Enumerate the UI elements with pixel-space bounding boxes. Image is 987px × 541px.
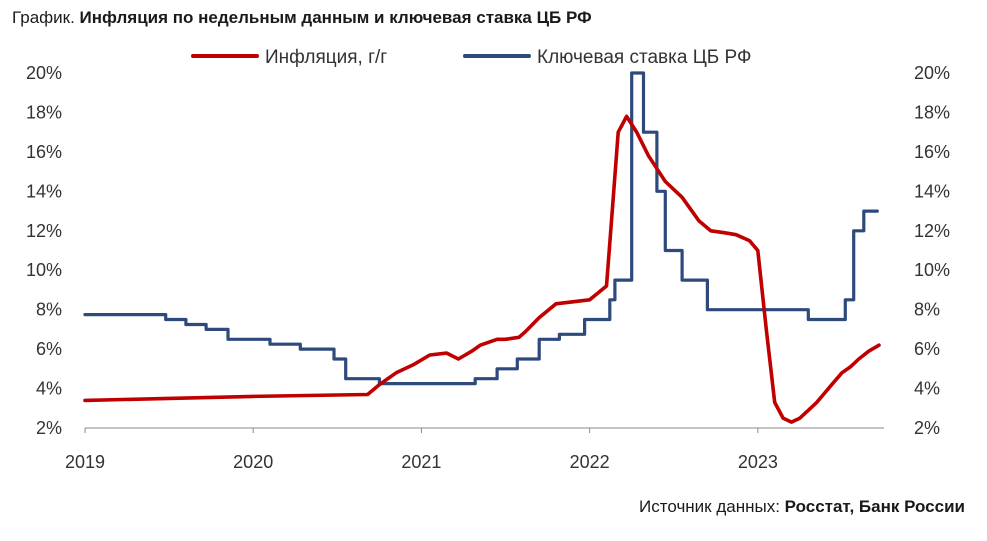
y-tick-label-right: 4%: [914, 379, 940, 399]
title-prefix: График.: [12, 8, 75, 27]
x-tick-label: 2023: [738, 452, 778, 472]
y-tick-label-right: 18%: [914, 102, 950, 122]
legend-label-key-rate: Ключевая ставка ЦБ РФ: [537, 47, 751, 68]
series-key-rate-line: [83, 71, 879, 386]
y-tick-label-right: 16%: [914, 142, 950, 162]
y-tick-label-left: 12%: [26, 221, 62, 241]
y-tick-label-right: 8%: [914, 300, 940, 320]
y-tick-label-left: 8%: [36, 300, 62, 320]
source-text: Росстат, Банк России: [784, 497, 965, 516]
chart-title: График. Инфляция по недельным данным и к…: [12, 8, 592, 28]
y-tick-label-left: 4%: [36, 379, 62, 399]
y-tick-label-left: 18%: [26, 102, 62, 122]
y-tick-label-left: 14%: [26, 181, 62, 201]
y-tick-label-left: 16%: [26, 142, 62, 162]
y-axis-right-ticks: 2% 4% 6% 8% 10% 12% 14% 16% 18% 20%: [914, 63, 950, 438]
y-tick-label-right: 2%: [914, 418, 940, 438]
series-group: [83, 71, 881, 424]
y-axis-left-ticks: 2% 4% 6% 8% 10% 12% 14% 16% 18% 20%: [26, 63, 62, 438]
legend-label-inflation: Инфляция, г/г: [265, 47, 387, 68]
y-tick-label-right: 20%: [914, 63, 950, 83]
y-tick-label-right: 12%: [914, 221, 950, 241]
x-axis-ticks: 2019 2020 2021 2022 2023: [65, 428, 778, 472]
y-tick-label-right: 10%: [914, 260, 950, 280]
source-prefix: Источник данных:: [639, 497, 780, 516]
series-inflation-line: [83, 114, 881, 424]
x-tick-label: 2020: [233, 452, 273, 472]
y-tick-label-left: 6%: [36, 339, 62, 359]
y-tick-label-left: 20%: [26, 63, 62, 83]
y-tick-label-left: 2%: [36, 418, 62, 438]
y-tick-label-left: 10%: [26, 260, 62, 280]
legend: Инфляция, г/г Ключевая ставка ЦБ РФ: [191, 47, 751, 68]
x-tick-label: 2021: [401, 452, 441, 472]
x-tick-label: 2019: [65, 452, 105, 472]
title-text: Инфляция по недельным данным и ключевая …: [79, 8, 592, 27]
y-tick-label-right: 6%: [914, 339, 940, 359]
x-tick-label: 2022: [570, 452, 610, 472]
source-note: Источник данных: Росстат, Банк России: [639, 497, 965, 517]
y-tick-label-right: 14%: [914, 181, 950, 201]
